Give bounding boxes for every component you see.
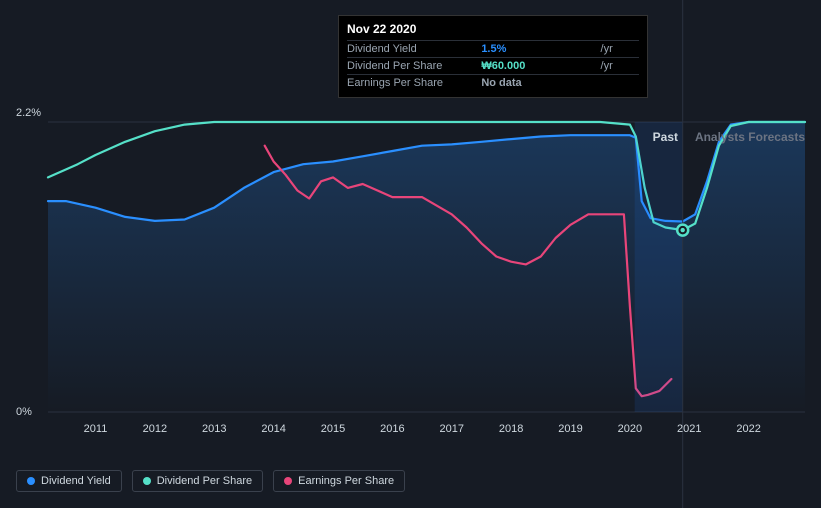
tooltip-row-unit: /yr — [597, 41, 639, 58]
tooltip-row-value: ₩60.000 — [481, 58, 596, 75]
x-axis-tick-label: 2014 — [261, 423, 285, 435]
tooltip-title: Nov 22 2020 — [347, 22, 639, 40]
section-label-past: Past — [653, 130, 678, 144]
legend-item-earnings_per_share[interactable]: Earnings Per Share — [273, 470, 405, 492]
y-axis-max-label: 2.2% — [16, 107, 41, 119]
legend-dot-icon — [284, 477, 292, 485]
legend-item-label: Dividend Yield — [41, 475, 111, 487]
x-axis-tick-label: 2017 — [439, 423, 463, 435]
tooltip-row-value: 1.5% — [481, 41, 596, 58]
legend-item-label: Earnings Per Share — [298, 475, 394, 487]
y-axis-min-label: 0% — [16, 406, 32, 418]
tooltip-row-label: Dividend Yield — [347, 41, 481, 58]
tooltip-row-value: No data — [481, 75, 596, 92]
chart-legend: Dividend Yield Dividend Per Share Earnings… — [16, 470, 405, 492]
tooltip-row-unit — [597, 75, 639, 92]
legend-dot-icon — [143, 477, 151, 485]
x-axis-tick-label: 2015 — [321, 423, 345, 435]
section-label-forecasts: Analysts Forecasts — [695, 130, 805, 144]
x-axis-tick-label: 2019 — [558, 423, 582, 435]
x-axis-tick-label: 2011 — [84, 423, 108, 435]
legend-item-dividend_yield[interactable]: Dividend Yield — [16, 470, 122, 492]
x-axis-tick-label: 2020 — [618, 423, 642, 435]
legend-dot-icon — [27, 477, 35, 485]
legend-item-dividend_per_share[interactable]: Dividend Per Share — [132, 470, 263, 492]
dividend-chart-container: { "chart": { "width": 821, "height": 508… — [0, 0, 821, 508]
tooltip-row-label: Earnings Per Share — [347, 75, 481, 92]
chart-tooltip: Nov 22 2020 Dividend Yield1.5%/yr Dividen… — [338, 15, 648, 98]
x-axis-tick-label: 2018 — [499, 423, 523, 435]
x-axis-tick-label: 2022 — [736, 423, 760, 435]
x-axis-tick-label: 2012 — [143, 423, 167, 435]
legend-item-label: Dividend Per Share — [157, 475, 252, 487]
tooltip-row-unit: /yr — [597, 58, 639, 75]
x-axis-tick-label: 2013 — [202, 423, 226, 435]
tooltip-row-label: Dividend Per Share — [347, 58, 481, 75]
x-axis-tick-label: 2021 — [677, 423, 701, 435]
x-axis-tick-label: 2016 — [380, 423, 404, 435]
